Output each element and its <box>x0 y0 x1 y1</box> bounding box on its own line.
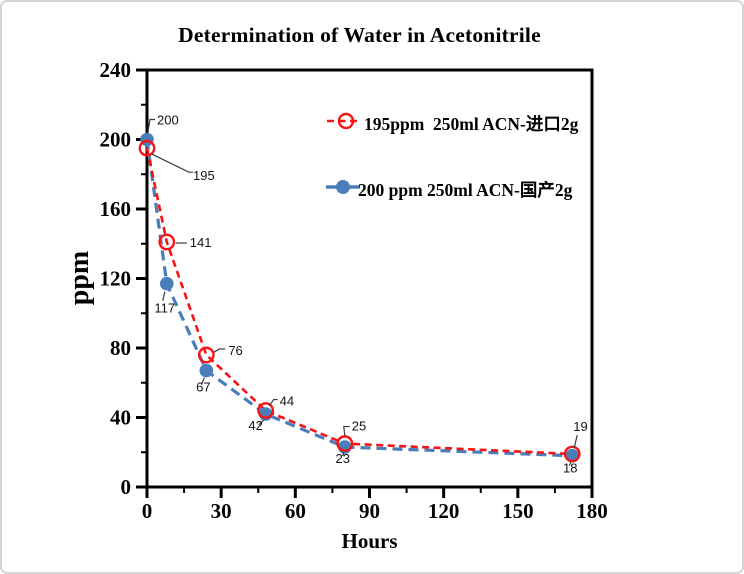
data-label-leader <box>147 118 155 132</box>
data-label: 19 <box>573 419 587 434</box>
y-tick-label: 200 <box>100 128 132 152</box>
y-tick-label: 120 <box>100 267 132 291</box>
x-axis-title: Hours <box>341 529 398 553</box>
data-label-leader <box>258 419 265 426</box>
series-line-domestic <box>145 139 573 458</box>
data-point-open-circle <box>158 233 176 251</box>
data-point-open-circle <box>336 435 354 452</box>
x-tick-label: 60 <box>285 499 306 523</box>
data-label-leader <box>568 461 572 466</box>
data-label: 18 <box>563 461 577 476</box>
x-tick-label: 180 <box>576 499 608 523</box>
data-label: 44 <box>280 394 294 409</box>
y-axis-title: ppm <box>64 250 95 306</box>
data-label: 23 <box>336 451 350 466</box>
data-label: 76 <box>228 343 242 358</box>
data-label: 141 <box>190 235 212 250</box>
chart-title: Determination of Water in Acetonitrile <box>178 23 541 47</box>
data-label-leader <box>151 153 193 173</box>
x-tick-label: 150 <box>502 499 534 523</box>
data-label: 67 <box>196 380 210 395</box>
x-tick-label: 90 <box>359 499 380 523</box>
data-label: 25 <box>352 419 366 434</box>
data-point-open-circle <box>197 346 215 364</box>
legend-filled-circle-marker <box>336 180 350 194</box>
legend-label-imported: 195ppm 250ml ACN-进口2g <box>364 114 579 134</box>
x-tick-label: 30 <box>211 499 232 523</box>
data-point-filled-circle <box>159 276 174 291</box>
data-label-leader <box>343 425 350 436</box>
data-label-leader <box>342 451 345 457</box>
data-label: 195 <box>193 168 215 183</box>
y-tick-label: 0 <box>121 475 132 499</box>
data-point-open-circle <box>138 139 156 157</box>
y-tick-label: 40 <box>110 406 131 430</box>
y-tick-label: 240 <box>100 58 132 82</box>
data-point-filled-circle <box>199 363 214 378</box>
legend-label-domestic: 200 ppm 250ml ACN-国产2g <box>358 180 573 200</box>
series-line-imported <box>145 147 573 456</box>
y-tick-label: 80 <box>110 336 131 360</box>
data-label-leader <box>573 434 578 449</box>
data-label: 117 <box>154 301 175 316</box>
y-tick-label: 160 <box>100 197 132 221</box>
legend-open-circle-marker <box>337 112 355 130</box>
data-label: 42 <box>248 418 262 433</box>
data-label-leader <box>200 377 205 385</box>
data-point-open-circle <box>257 402 275 419</box>
data-label-leader <box>214 348 226 353</box>
x-tick-label: 0 <box>142 499 153 523</box>
data-label: 200 <box>157 113 179 128</box>
data-label-leader <box>162 291 166 301</box>
data-label-leader <box>269 398 278 406</box>
data-point-open-circle <box>563 445 581 463</box>
x-tick-label: 120 <box>428 499 460 523</box>
